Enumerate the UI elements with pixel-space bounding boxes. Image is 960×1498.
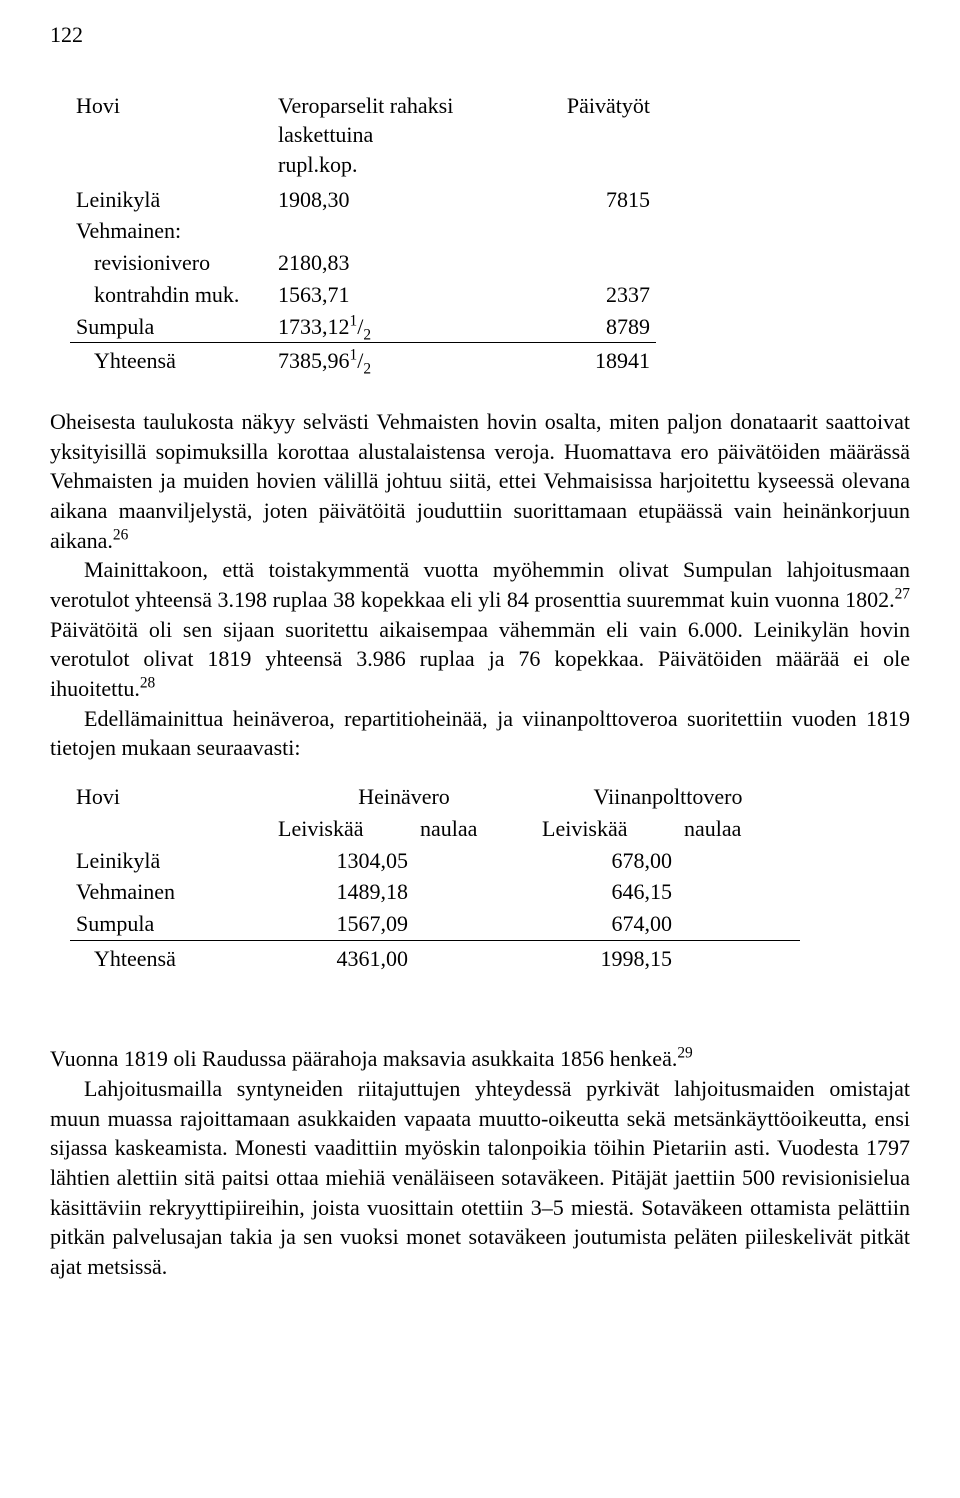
cell-value: [678, 845, 800, 877]
cell-value: [678, 876, 800, 908]
text: Päivätöitä oli sen sijaan suoritettu aik…: [50, 617, 910, 701]
table-heinavero: Hovi Heinävero Viinanpolttovero Leiviskä…: [70, 781, 800, 974]
cell-value: 1908,30: [272, 184, 484, 216]
th-line1: Veroparselit rahaksi: [278, 93, 453, 118]
cell-days: 2337: [484, 279, 656, 311]
cell-value: 1563,71: [272, 279, 484, 311]
cell-label: revisionivero: [70, 247, 272, 279]
cell-value: 2180,83: [272, 247, 484, 279]
table-row: Vehmainen 1489,18 646,15: [70, 876, 800, 908]
fraction-num: 1: [350, 347, 358, 364]
paragraph: Edellämainittua heinäveroa, repartitiohe…: [50, 704, 910, 763]
table-row: Sumpula 1567,09 674,00: [70, 908, 800, 940]
th-heinavero: Heinävero: [272, 781, 536, 813]
cell-value: [414, 876, 536, 908]
th-veroparselit: Veroparselit rahaksi laskettuina rupl.ko…: [272, 90, 484, 184]
text: Lahjoitusmailla syntyneiden riitajuttuje…: [50, 1076, 910, 1279]
table-subheader-row: Leiviskää naulaa Leiviskää naulaa: [70, 813, 800, 845]
cell-label: Sumpula: [70, 908, 272, 940]
table-row: Vehmainen:: [70, 215, 656, 247]
table-total-row: Yhteensä 7385,961/2 18941: [70, 343, 656, 377]
cell-total-value: 1998,15: [536, 940, 678, 974]
table-header-row: Hovi Veroparselit rahaksi laskettuina ru…: [70, 90, 656, 184]
table-row: Leinikylä 1908,30 7815: [70, 184, 656, 216]
cell-days: 8789: [484, 311, 656, 343]
cell-total-value: 7385,961/2: [272, 343, 484, 377]
cell-value: 646,15: [536, 876, 678, 908]
cell-value: 1567,09: [272, 908, 414, 940]
footnote-ref: 28: [140, 675, 155, 692]
th-line2: laskettuina: [278, 122, 373, 147]
cell-total-value: [678, 940, 800, 974]
paragraph: Lahjoitusmailla syntyneiden riitajuttuje…: [50, 1074, 910, 1282]
th-leiviskaa: Leiviskää: [272, 813, 414, 845]
cell-value-base: 1733,12: [278, 314, 350, 339]
cell-value: 1733,121/2: [272, 311, 484, 343]
text: Edellämainittua heinäveroa, repartitiohe…: [50, 706, 910, 761]
cell-value-base: 7385,96: [278, 348, 350, 373]
paragraph: Mainittakoon, että toistakymmentä vuotta…: [50, 555, 910, 703]
table-row: Sumpula 1733,121/2 8789: [70, 311, 656, 343]
cell-value: 678,00: [536, 845, 678, 877]
table-row: Leinikylä 1304,05 678,00: [70, 845, 800, 877]
cell-label: Vehmainen:: [70, 215, 272, 247]
cell-label: Leinikylä: [70, 845, 272, 877]
cell-value: 1304,05: [272, 845, 414, 877]
cell-value: [414, 908, 536, 940]
cell-label: Vehmainen: [70, 876, 272, 908]
page-number: 122: [50, 20, 910, 50]
th-hovi: Hovi: [70, 781, 272, 813]
footnote-ref: 27: [895, 586, 910, 603]
footnote-ref: 26: [113, 526, 128, 543]
fraction-den: 2: [363, 326, 371, 343]
text: Vuonna 1819 oli Raudussa päärahoja maksa…: [50, 1046, 677, 1071]
cell-value: [678, 908, 800, 940]
fraction-den: 2: [363, 361, 371, 378]
text: Oheisesta taulukosta näkyy selvästi Vehm…: [50, 409, 910, 553]
cell-value: [272, 215, 484, 247]
paragraph: Vuonna 1819 oli Raudussa päärahoja maksa…: [50, 1044, 910, 1074]
cell-days: 7815: [484, 184, 656, 216]
cell-days: [484, 247, 656, 279]
cell-total-value: 4361,00: [272, 940, 414, 974]
footnote-ref: 29: [677, 1045, 692, 1062]
table-veroparselit: Hovi Veroparselit rahaksi laskettuina ru…: [70, 90, 656, 377]
table-row: kontrahdin muk. 1563,71 2337: [70, 279, 656, 311]
cell-value: [414, 845, 536, 877]
table-row: revisionivero 2180,83: [70, 247, 656, 279]
cell-days: [484, 215, 656, 247]
fraction-num: 1: [350, 312, 358, 329]
book-page: 122 Hovi Veroparselit rahaksi laskettuin…: [0, 0, 960, 1498]
th-hovi: Hovi: [70, 90, 272, 184]
cell-total-days: 18941: [484, 343, 656, 377]
cell-value: 674,00: [536, 908, 678, 940]
cell-total-label: Yhteensä: [70, 940, 272, 974]
th-leiviskaa: Leiviskää: [536, 813, 678, 845]
cell-value: 1489,18: [272, 876, 414, 908]
text: Mainittakoon, että toistakymmentä vuotta…: [50, 557, 910, 612]
table-header-row: Hovi Heinävero Viinanpolttovero: [70, 781, 800, 813]
th-viinanpolttovero: Viinanpolttovero: [536, 781, 800, 813]
paragraph: Oheisesta taulukosta näkyy selvästi Vehm…: [50, 407, 910, 555]
cell-label: Leinikylä: [70, 184, 272, 216]
th-line3: rupl.kop.: [278, 152, 357, 177]
cell-total-value: [414, 940, 536, 974]
cell-total-label: Yhteensä: [70, 343, 272, 377]
table-total-row: Yhteensä 4361,00 1998,15: [70, 940, 800, 974]
cell-label: kontrahdin muk.: [70, 279, 272, 311]
th-naulaa: naulaa: [414, 813, 536, 845]
th-naulaa: naulaa: [678, 813, 800, 845]
th-paivatyot: Päivätyöt: [484, 90, 656, 184]
cell-label: Sumpula: [70, 311, 272, 343]
